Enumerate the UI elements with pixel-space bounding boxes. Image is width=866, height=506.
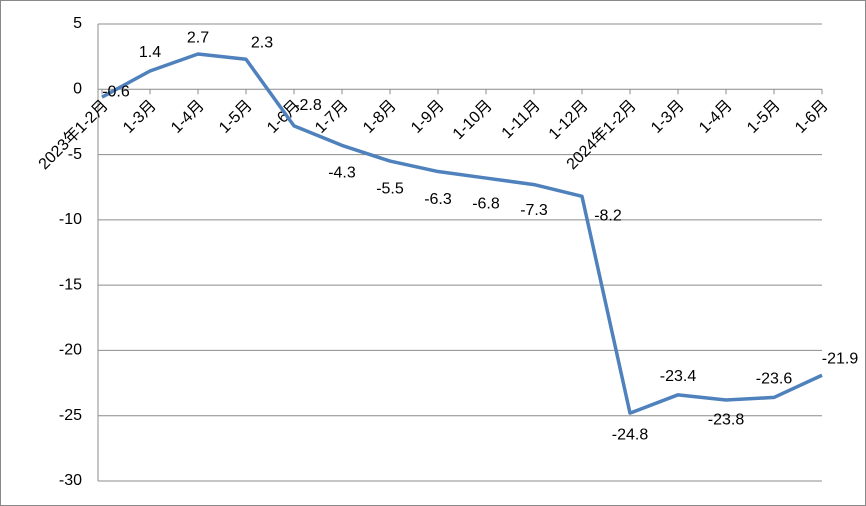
y-tick-label: 0 [73,81,82,98]
data-label: 1.4 [139,44,161,61]
data-label: -23.6 [756,371,793,388]
y-tick-label: -20 [59,342,82,359]
data-label: -8.2 [594,208,622,225]
data-label: -21.9 [822,350,859,367]
data-line [101,52,823,415]
y-tick-label: -30 [59,472,82,489]
y-tick-label: -5 [68,146,82,163]
data-label: -5.5 [376,180,404,197]
y-tick-label: -25 [59,407,82,424]
data-label: -23.8 [708,411,745,428]
data-label: -0.6 [102,83,130,100]
y-tick-label: -15 [59,276,82,293]
data-label: -23.4 [660,368,697,385]
data-label: -24.8 [612,426,649,443]
data-label: -6.3 [424,191,452,208]
data-label: -6.8 [472,195,500,212]
y-tick-label: 5 [73,15,82,32]
data-label: -4.3 [328,165,356,182]
data-label: -7.3 [520,202,548,219]
data-label: 2.7 [187,29,209,46]
data-label: 2.3 [251,34,273,51]
data-label: -2.8 [294,97,322,114]
y-tick-label: -10 [59,211,82,228]
